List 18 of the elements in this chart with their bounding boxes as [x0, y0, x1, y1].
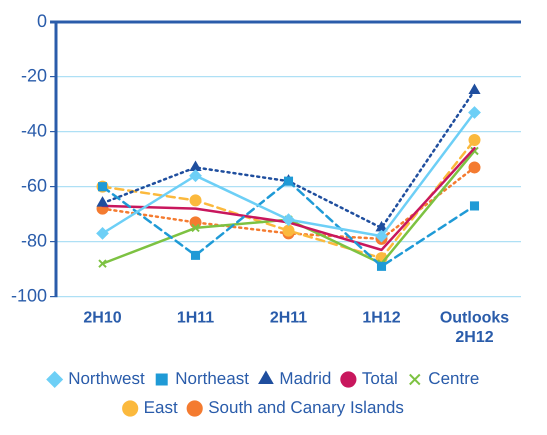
legend-label: Total: [362, 369, 398, 388]
x-tick-label: 2H10: [83, 310, 122, 327]
y-tick-label: -60: [21, 176, 48, 196]
legend-label: Madrid: [279, 369, 332, 388]
y-tick-label: -100: [10, 286, 48, 306]
legend-label: Northeast: [175, 369, 250, 388]
legend-label: East: [144, 398, 178, 418]
y-tick-label: -80: [21, 230, 48, 251]
legend-label: South and Canary Islands: [208, 398, 404, 418]
x-tick-label: Outlooks 2H12: [440, 310, 510, 346]
x-tick-label: 2H11: [270, 310, 308, 327]
y-tick-label: -40: [21, 120, 48, 141]
legend-label: Northwest: [68, 369, 145, 388]
x-tick-label: 1H11: [176, 310, 214, 327]
legend-label: Centre: [428, 369, 480, 388]
x-tick-label: 1H12: [362, 310, 401, 327]
y-tick-label: 0: [37, 10, 48, 31]
y-tick-label: -20: [21, 66, 48, 86]
